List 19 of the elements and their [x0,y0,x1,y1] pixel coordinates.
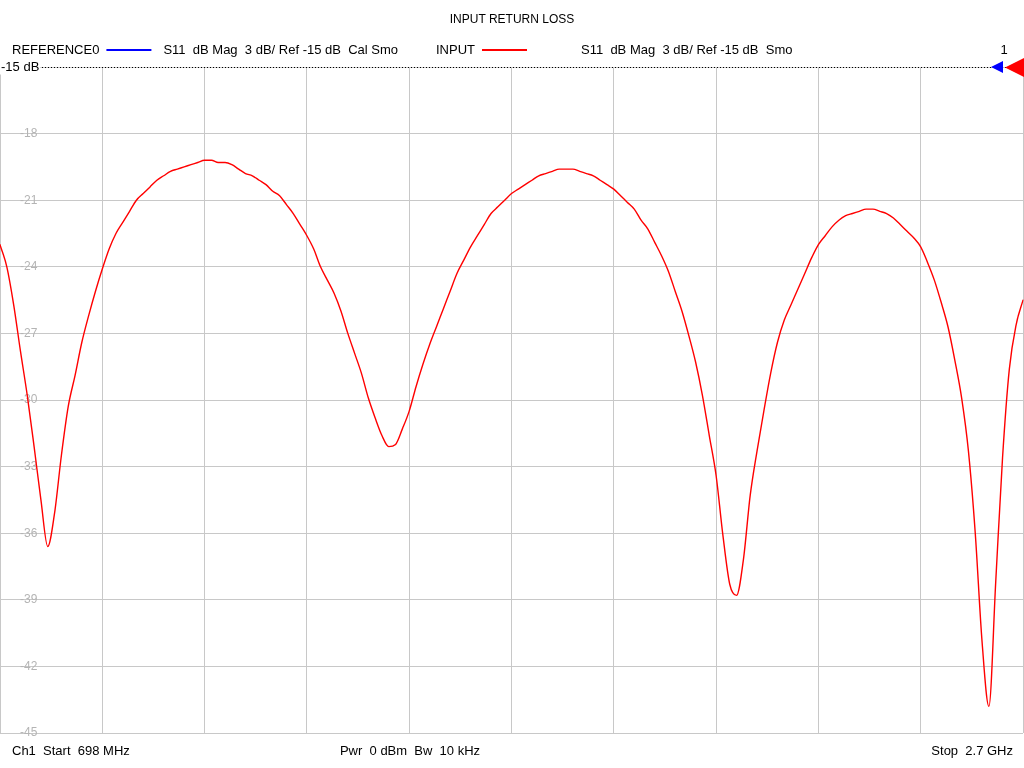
text: Pwr 0 dBm Bw 10 kHz [339,742,481,758]
y-tick-label: -27 [20,325,38,340]
legend-label: REFERENCE0 [12,41,100,57]
y-tick-label: -45 [20,725,38,740]
text: S11 dB Mag 3 dB/ Ref -15 dB Cal Smo [163,41,399,57]
text: Stop 2.7 GHz [931,742,1013,758]
y-tick-label: -42 [20,658,38,673]
line-series [0,159,1024,708]
text: S11 dB Mag 3 dB/ Ref -15 dB Smo [581,41,793,57]
y-tick-label: -24 [20,259,38,274]
legend-label: INPUT [436,41,476,57]
y-tick-label: -36 [20,525,38,540]
y-tick-label: -18 [20,125,38,140]
text: Ch1 Start 698 MHz [12,742,130,758]
chart-title: INPUT RETURN LOSS [449,12,575,27]
ref-line-label: -15 dB [1,59,40,75]
y-tick-label: -39 [20,592,38,607]
y-tick-label: -21 [20,192,38,207]
text: 1 [1000,41,1008,57]
